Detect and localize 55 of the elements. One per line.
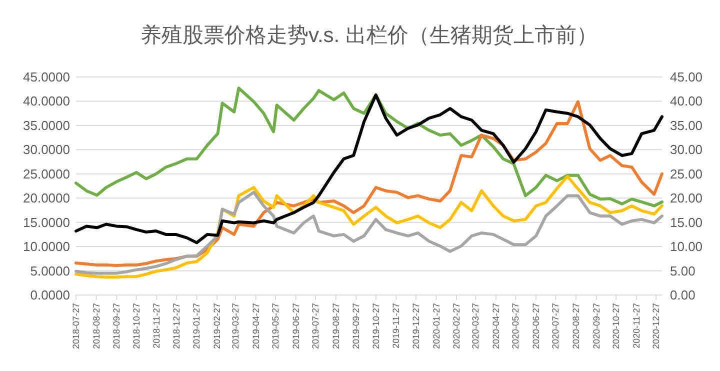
y2-tick-label: 25.00 <box>670 166 703 182</box>
x-tick-label: 2019-07-27 <box>310 303 321 350</box>
line-series <box>74 174 664 279</box>
y-tick-label: 20.0000 <box>23 190 70 206</box>
y2-tick-label: 40.00 <box>670 94 703 109</box>
x-tick-label: 2018-12-27 <box>171 303 182 350</box>
x-tick-label: 2018-10-27 <box>131 303 142 350</box>
x-tick-label: 2020-01-27 <box>431 303 442 350</box>
x-tick-label: 2020-04-27 <box>490 303 501 350</box>
y2-tick-label: 15.00 <box>670 214 703 230</box>
y-tick-label: 45.0000 <box>23 70 70 84</box>
y2-tick-label: 0.00 <box>670 288 696 302</box>
x-tick-label: 2019-02-27 <box>212 303 222 350</box>
x-tick-label: 2020-12-27 <box>651 303 662 350</box>
x-tick-label: 2019-08-27 <box>330 303 341 350</box>
y2-tick-label: 45.00 <box>670 70 703 84</box>
y-tick-label: 35.0000 <box>23 118 70 133</box>
x-tick-label: 2018-09-27 <box>112 303 122 350</box>
x-tick-label: 2019-11-27 <box>391 303 402 348</box>
x-tick-label: 2018-07-27 <box>71 303 81 350</box>
x-tick-label: 2018-08-27 <box>91 303 102 350</box>
x-tick-label: 2019-06-27 <box>290 303 301 350</box>
y-tick-label: 5.0000 <box>30 263 70 278</box>
x-tick-label: 2020-03-27 <box>470 303 481 350</box>
y-tick-label: 40.0000 <box>23 94 70 109</box>
x-tick-label: 2019-04-27 <box>250 303 261 350</box>
y-tick-label: 25.0000 <box>23 166 70 182</box>
x-tick-label: 2019-05-27 <box>270 303 280 350</box>
x-tick-label: 2020-06-27 <box>531 303 542 350</box>
y2-tick-label: 35.00 <box>670 118 703 133</box>
x-tick-label: 2020-08-27 <box>571 303 582 350</box>
line-series <box>74 86 664 208</box>
x-tick-label: 2019-12-27 <box>410 303 421 350</box>
x-tick-label: 2020-11-27 <box>631 303 642 348</box>
y2-tick-label: 20.00 <box>670 190 703 206</box>
y2-tick-label: 10.00 <box>670 239 703 254</box>
y-tick-label: 10.0000 <box>23 239 70 254</box>
x-tick-label: 2019-01-27 <box>192 303 202 350</box>
y-tick-label: 30.0000 <box>23 142 70 158</box>
chart-title: 养殖股票价格走势v.s. 出栏价（生猪期货上市前） <box>140 24 598 47</box>
x-tick-label: 2020-09-27 <box>591 303 602 350</box>
x-tick-label: 2020-10-27 <box>611 303 622 350</box>
x-tick-label: 2019-03-27 <box>230 303 240 350</box>
x-tick-label: 2020-07-27 <box>550 303 561 350</box>
y-tick-label: 15.0000 <box>23 214 70 230</box>
x-tick-label: 2020-05-27 <box>510 303 521 350</box>
x-tick-label: 2019-09-27 <box>351 303 362 350</box>
y2-tick-label: 5.00 <box>670 263 696 278</box>
x-tick-label: 2018-11-27 <box>152 303 162 348</box>
line-series <box>74 190 664 275</box>
y-tick-label: 0.0000 <box>30 288 70 302</box>
x-tick-label: 2020-02-27 <box>452 303 462 350</box>
line-series <box>74 93 664 244</box>
x-tick-label: 2019-10-27 <box>370 303 381 350</box>
y2-tick-label: 30.00 <box>670 142 703 158</box>
